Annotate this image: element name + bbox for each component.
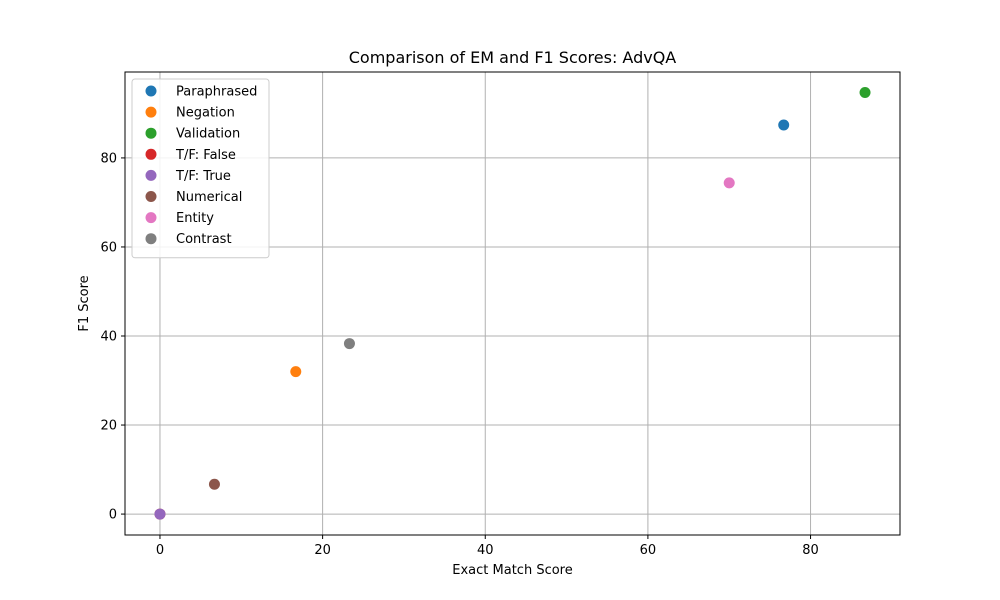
plot-frame	[124, 71, 901, 536]
y-tick-label: 40	[100, 329, 117, 344]
legend-marker-paraphrased	[145, 85, 157, 97]
y-tick-label: 80	[100, 151, 117, 166]
y-axis-title: F1 Score	[77, 275, 92, 331]
legend-label-numerical: Numerical	[176, 190, 242, 205]
legend-marker-entity	[145, 212, 157, 224]
legend-marker-t-f-true	[145, 169, 157, 181]
data-point-t-f-true	[154, 508, 166, 520]
data-point-negation	[290, 366, 302, 378]
y-tick-label: 20	[100, 419, 117, 434]
data-point-numerical	[208, 478, 220, 490]
x-tick-label: 60	[640, 543, 657, 558]
axes: 0 20 40 60 80 0 20 40 60 80	[100, 71, 901, 558]
y-tick-label: 0	[109, 508, 117, 523]
x-axis-title: Exact Match Score	[452, 563, 572, 578]
legend-label-paraphrased: Paraphrased	[176, 85, 257, 100]
legend-marker-validation	[145, 127, 157, 139]
chart-title: Comparison of EM and F1 Scores: AdvQA	[349, 48, 677, 67]
x-tick-label: 20	[314, 543, 331, 558]
data-points	[154, 86, 871, 520]
data-point-entity	[723, 177, 735, 189]
legend-label-negation: Negation	[176, 106, 235, 121]
legend-marker-negation	[145, 106, 157, 118]
legend-marker-numerical	[145, 191, 157, 202]
data-point-contrast	[343, 338, 355, 350]
x-tick-label: 40	[477, 543, 494, 558]
legend-label-validation: Validation	[176, 127, 240, 142]
legend-label-contrast: Contrast	[176, 232, 232, 247]
legend: Paraphrased Negation Validation T/F: False T…	[131, 78, 270, 259]
data-point-paraphrased	[778, 119, 790, 131]
y-tick-label: 60	[100, 240, 117, 255]
data-point-validation	[859, 86, 871, 98]
legend-label-t-f-false: T/F: False	[175, 148, 236, 163]
legend-marker-t-f-false	[145, 148, 157, 160]
x-tick-label: 80	[802, 543, 819, 558]
legend-marker-contrast	[145, 233, 157, 245]
x-tick-label: 0	[156, 543, 164, 558]
legend-label-entity: Entity	[176, 211, 214, 226]
legend-box	[131, 78, 270, 259]
legend-label-t-f-true: T/F: True	[175, 169, 231, 184]
